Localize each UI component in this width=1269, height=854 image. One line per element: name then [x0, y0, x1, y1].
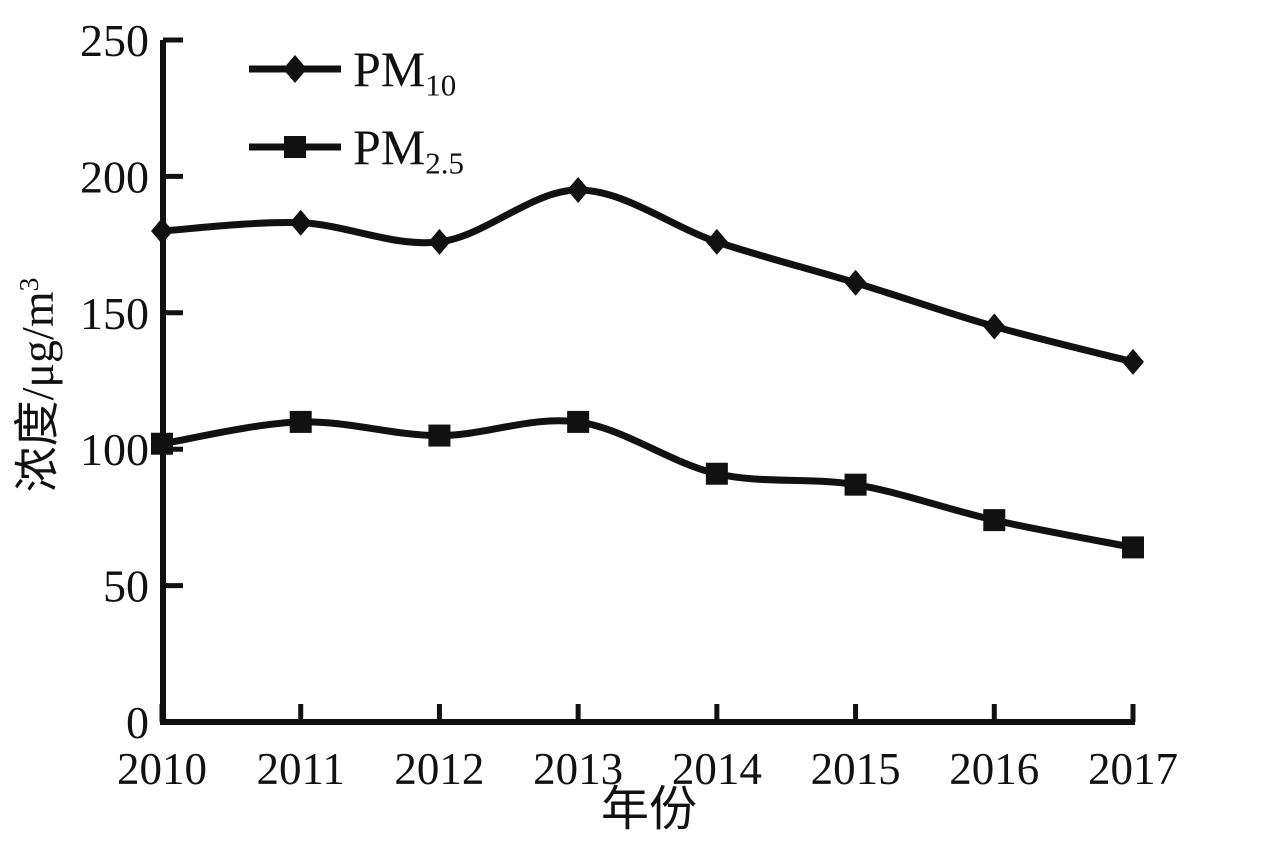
- pm10-marker: [567, 177, 590, 204]
- x-tick-label: 2011: [257, 744, 345, 794]
- diamond-marker-icon: [283, 55, 307, 83]
- legend-item-pm10: PM10: [247, 30, 464, 108]
- pm10-legend-sample: [249, 55, 341, 83]
- pm25-legend-sample: [249, 136, 341, 158]
- pm10-marker: [151, 217, 173, 244]
- pm25-marker: [844, 473, 867, 496]
- pm10-marker: [844, 269, 867, 296]
- pm25-line: [158, 417, 1137, 551]
- y-tick-label: 0: [126, 697, 149, 748]
- y-tick-label: 100: [80, 424, 149, 475]
- legend-label-pm10: PM10: [353, 41, 456, 100]
- pm25-marker: [289, 410, 312, 433]
- legend-label-pm10-sub: 10: [425, 67, 457, 103]
- y-axis-title-sup: 3: [12, 277, 44, 292]
- pm10-marker: [428, 228, 451, 255]
- x-tick-label: 2017: [1088, 744, 1178, 794]
- x-tick-label: 2013: [533, 744, 623, 794]
- legend: PM10 PM2.5: [247, 30, 464, 186]
- y-tick-label: 200: [80, 151, 149, 202]
- pm10-line: [158, 186, 1137, 366]
- y-axis-title-main: 浓度/μg/m: [12, 291, 63, 493]
- pm25-marker: [428, 424, 451, 447]
- y-tick-label: 250: [80, 15, 149, 66]
- x-tick-label: 2015: [811, 744, 901, 794]
- legend-label-pm25: PM2.5: [353, 119, 464, 178]
- pm25-marker: [567, 410, 590, 433]
- y-tick-label: 150: [80, 288, 149, 339]
- x-axis-title: 年份: [600, 783, 698, 836]
- pm10-marker: [983, 313, 1006, 340]
- square-marker-icon: [284, 136, 306, 158]
- x-tick-label: 2016: [949, 744, 1039, 794]
- x-tick-label: 2012: [394, 744, 484, 794]
- pm25-marker: [1122, 536, 1144, 559]
- x-tick-label: 2014: [672, 744, 762, 794]
- legend-label-pm25-sub: 2.5: [425, 145, 465, 181]
- pm10-marker: [289, 209, 312, 236]
- legend-label-pm25-main: PM: [353, 119, 426, 175]
- legend-item-pm25: PM2.5: [247, 108, 464, 186]
- pm25-marker: [705, 462, 728, 485]
- y-axis-title: 浓度/μg/m3: [12, 277, 63, 493]
- y-tick-label: 50: [103, 561, 149, 612]
- pm10-marker: [705, 228, 728, 255]
- pm25-marker: [983, 509, 1006, 532]
- pm25-marker: [151, 432, 173, 455]
- legend-label-pm10-main: PM: [353, 41, 426, 97]
- x-tick-label: 2010: [117, 744, 207, 794]
- pm10-marker: [1122, 348, 1144, 375]
